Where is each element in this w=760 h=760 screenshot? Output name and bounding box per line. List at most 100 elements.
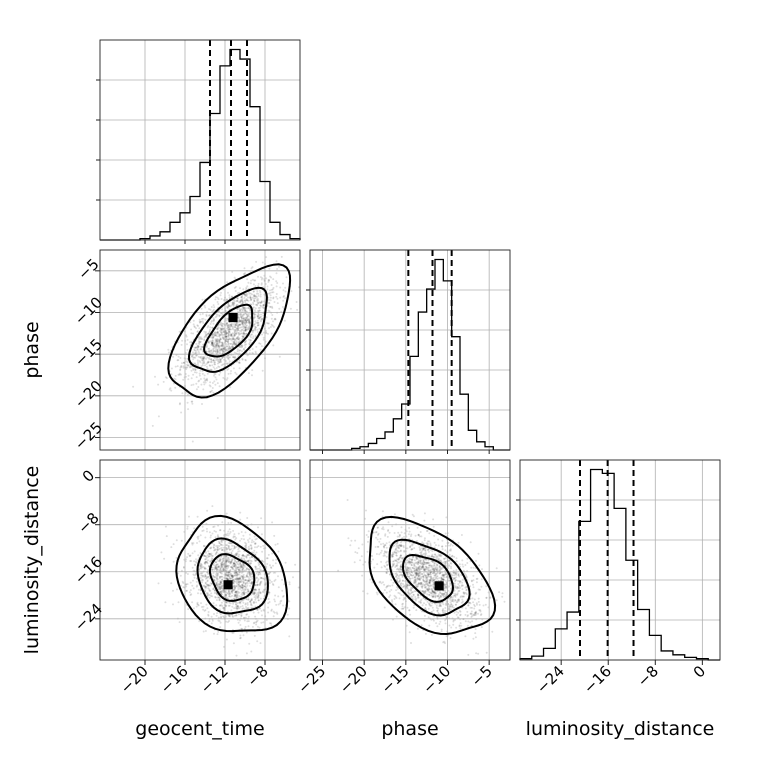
sample-point [218,361,221,364]
sample-point [399,560,402,563]
sample-point [221,327,224,330]
sample-point [241,337,244,340]
sample-point [249,600,252,603]
sample-point [207,587,210,590]
sample-point [227,574,230,577]
sample-point [226,575,229,577]
sample-point [257,591,259,594]
sample-point [175,556,178,559]
sample-point [457,583,460,586]
sample-point [467,620,470,623]
sample-point [257,317,260,320]
sample-point [211,595,214,598]
sample-point [216,382,219,385]
sample-point [237,332,240,335]
sample-point [262,304,265,307]
sample-point [436,609,439,612]
sample-point [198,379,201,382]
sample-point [230,339,233,342]
sample-point [226,331,229,334]
sample-point [233,569,236,572]
sample-point [465,593,468,596]
sample-point [386,585,389,588]
sample-point [409,577,412,580]
sample-point [442,641,445,644]
sample-point [230,561,233,564]
sample-point [235,571,238,574]
sample-point [239,300,242,303]
sample-point [419,583,422,586]
sample-point [261,261,264,264]
sample-point [243,325,245,327]
sample-point [226,327,228,330]
sample-point [212,336,215,339]
sample-point [256,290,259,293]
sample-point [275,272,278,275]
sample-point [369,578,372,581]
sample-point [213,549,215,552]
sample-point [185,585,188,588]
sample-point [246,572,249,575]
sample-point [243,569,246,572]
sample-point [230,521,233,524]
sample-point [218,339,221,342]
sample-point [227,565,230,568]
sample-point [461,563,464,566]
sample-point [214,340,217,342]
sample-point [256,567,259,570]
sample-point [419,568,422,571]
sample-point [253,299,255,302]
sample-point [228,595,231,598]
sample-point [275,611,278,614]
sample-point [434,576,437,579]
sample-point [206,593,209,596]
sample-point [220,328,223,331]
sample-point [232,304,235,307]
sample-point [262,591,265,594]
sample-point [203,561,206,564]
sample-point [398,597,401,600]
sample-point [258,588,261,591]
sample-point [257,561,260,564]
sample-point [191,400,194,403]
sample-point [218,340,221,343]
sample-point [232,340,235,343]
sample-point [410,574,413,577]
sample-point [245,322,248,324]
sample-point [400,526,403,529]
sample-point [262,300,265,303]
sample-point [234,553,237,556]
sample-point [230,325,233,328]
sample-point [232,547,235,550]
sample-point [267,573,270,576]
sample-point [444,562,447,565]
sample-point [216,549,219,552]
sample-point [212,333,215,336]
sample-point [481,568,483,571]
sample-point [259,592,262,595]
sample-point [193,367,196,370]
sample-point [227,328,230,331]
sample-point [421,565,424,568]
sample-point [239,578,242,580]
sample-point [230,566,233,568]
sample-point [200,345,203,348]
sample-point [271,324,274,327]
sample-point [271,552,274,555]
sample-point [267,281,270,283]
sample-point [215,561,218,564]
sample-point [272,278,275,281]
sample-point [244,569,247,572]
sample-point [400,582,403,585]
sample-point [164,525,167,528]
sample-point [195,371,198,374]
sample-point [230,304,233,307]
sample-point [462,569,465,572]
sample-point [217,344,220,346]
sample-point [225,349,227,352]
sample-point [387,521,390,524]
sample-point [469,541,472,544]
sample-point [216,343,218,346]
sample-point [227,358,230,361]
